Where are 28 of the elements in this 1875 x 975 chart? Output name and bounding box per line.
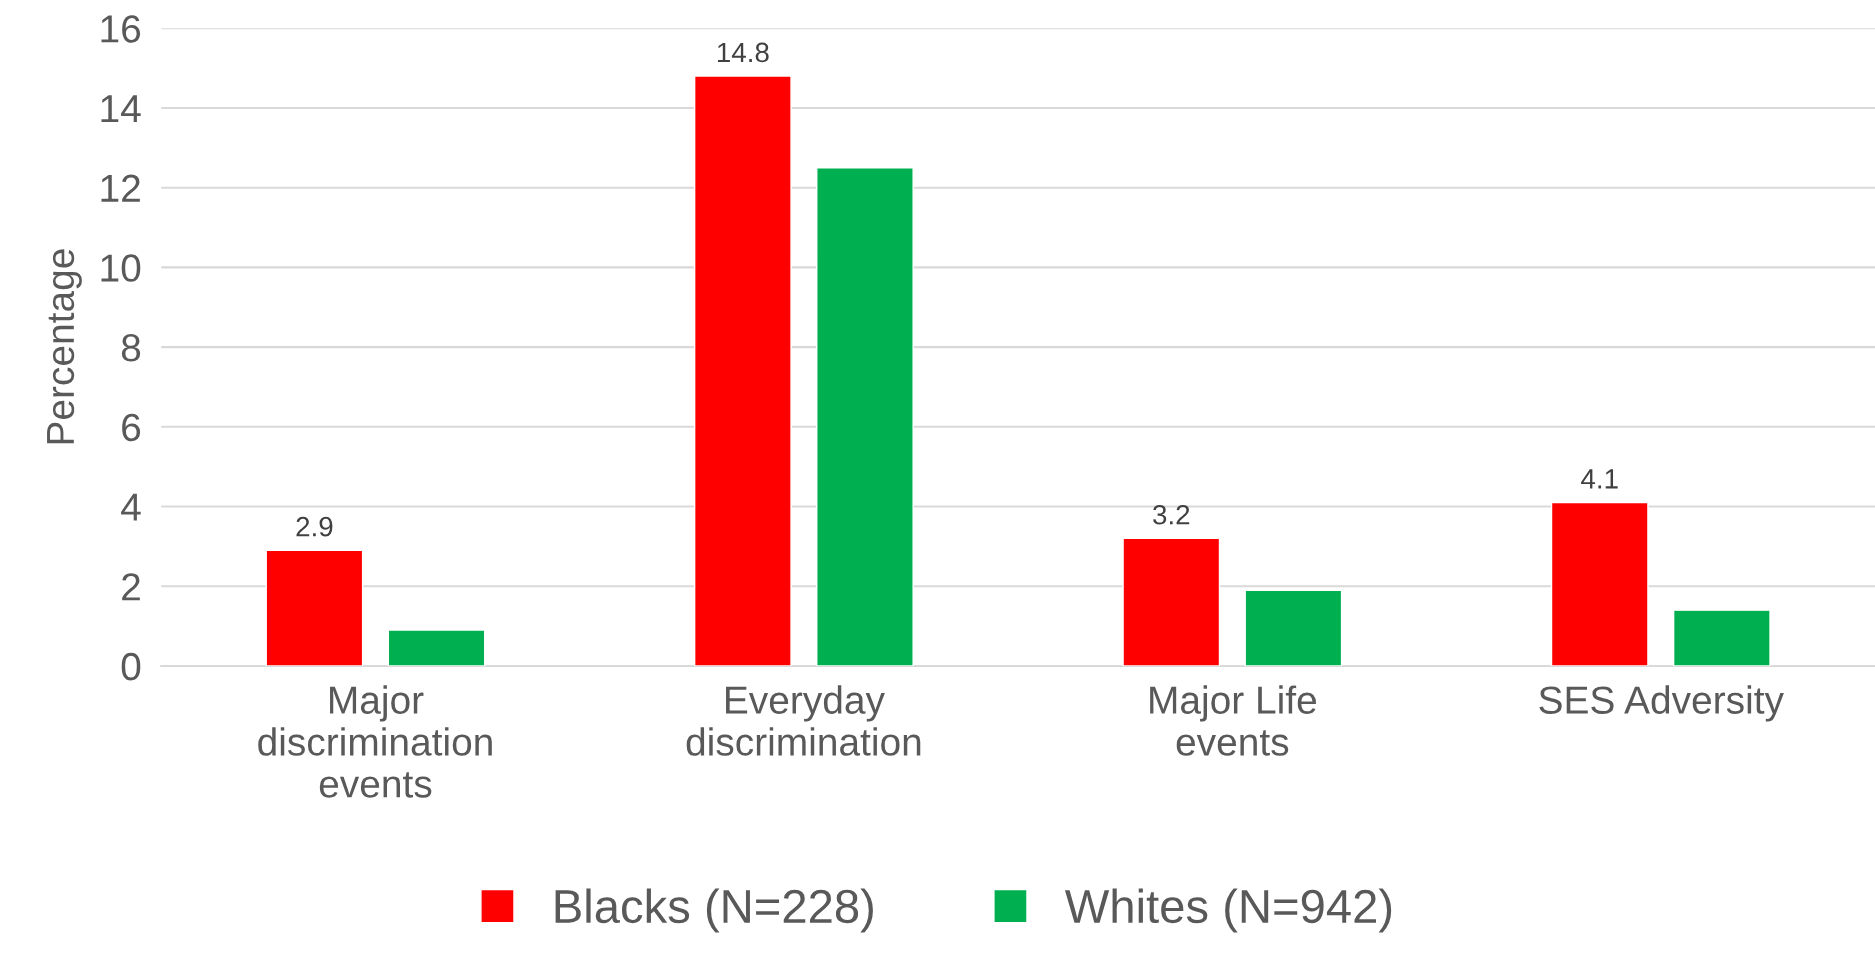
y-tick-label: 8	[121, 334, 141, 362]
y-tick-label: 16	[101, 15, 141, 43]
bar	[1550, 501, 1649, 666]
bar	[265, 549, 364, 666]
x-tick-label: Major Life events	[1150, 685, 1316, 756]
bar	[387, 629, 486, 666]
legend-label: Whites (N=942)	[1064, 888, 1392, 933]
data-label: 4.1	[1581, 469, 1618, 489]
y-tick-label: 0	[121, 652, 141, 681]
y-tick-label: 2	[122, 573, 140, 601]
y-axis-title: Percentage	[47, 249, 82, 444]
bar	[1122, 537, 1221, 666]
data-label: 3.2	[1153, 504, 1190, 525]
y-tick-label: 14	[101, 95, 141, 123]
x-tick-label: Major discrimination events	[258, 685, 492, 798]
y-tick-label: 10	[101, 254, 141, 282]
bar	[1672, 609, 1771, 666]
y-tick-label: 6	[122, 413, 141, 442]
data-label: 14.8	[717, 42, 769, 63]
x-tick-label: Everyday discrimination	[686, 685, 921, 756]
legend-label: Blacks (N=228)	[555, 888, 873, 933]
y-tick-label: 12	[101, 174, 140, 202]
bar	[693, 75, 792, 666]
data-label: 2.9	[296, 516, 333, 537]
x-tick-label: SES Adversity	[1539, 685, 1784, 722]
bar	[1244, 589, 1343, 666]
y-tick-label: 4	[121, 493, 141, 521]
bar	[816, 167, 914, 666]
